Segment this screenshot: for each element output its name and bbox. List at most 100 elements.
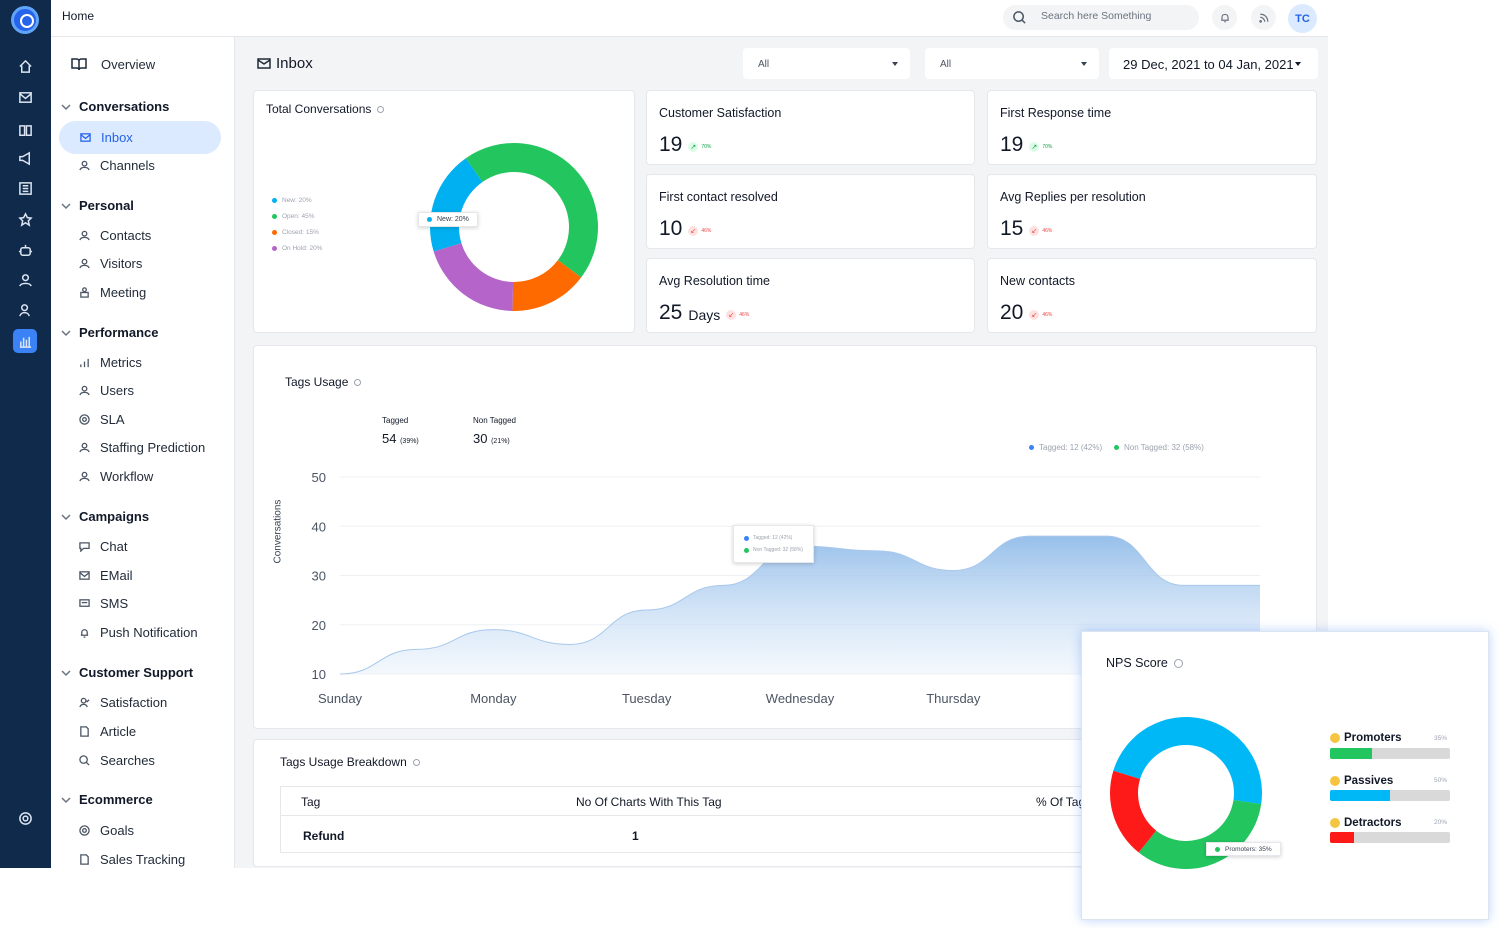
- sidebar-item-label: Searches: [100, 753, 155, 768]
- sidebar-item-label: EMail: [100, 568, 133, 583]
- team-icon[interactable]: [13, 268, 37, 292]
- sidebar-item-meeting[interactable]: Meeting: [79, 285, 146, 300]
- chevron-down-icon: [61, 513, 71, 520]
- book-icon[interactable]: [13, 118, 37, 142]
- sidebar-item-label: Goals: [100, 823, 134, 838]
- star-icon[interactable]: [13, 207, 37, 231]
- nav-group-personal[interactable]: Personal: [61, 198, 134, 213]
- donut-tooltip: New: 20%: [418, 212, 478, 227]
- settings-icon[interactable]: [13, 806, 37, 830]
- target-icon: [79, 825, 90, 836]
- home-icon[interactable]: [13, 54, 37, 78]
- donut-slice-open[interactable]: [465, 143, 598, 278]
- tooltip-dot: [744, 547, 749, 553]
- kpi-number: 19: [1000, 133, 1024, 156]
- checklist-icon[interactable]: [13, 176, 37, 200]
- nav-group-label: Personal: [79, 198, 134, 213]
- legend-item: New: 20%: [272, 197, 312, 204]
- kpi-number: 10: [659, 217, 683, 240]
- filter-select-1[interactable]: All: [743, 48, 910, 79]
- kpi-card: Avg Resolution time 25 Days ↙ 46%: [646, 258, 975, 333]
- nav-group-ecommerce[interactable]: Ecommerce: [61, 792, 153, 807]
- sidebar-item-chat[interactable]: Chat: [79, 539, 127, 554]
- sidebar-item-sms[interactable]: SMS: [79, 596, 128, 611]
- person-icon: [79, 471, 90, 482]
- non-tagged-stat: 30 (21%): [473, 431, 510, 446]
- face-icon: [1330, 818, 1340, 828]
- notifications-button[interactable]: [1212, 5, 1237, 30]
- sidebar-item-push-notification[interactable]: Push Notification: [79, 625, 198, 640]
- donut-slice-closed[interactable]: [512, 260, 582, 311]
- info-icon[interactable]: [377, 106, 385, 114]
- contacts-icon[interactable]: [13, 298, 37, 322]
- kpi-delta-text: 46%: [1042, 228, 1053, 234]
- sidebar-item-article[interactable]: Article: [79, 724, 136, 739]
- search-box[interactable]: [1003, 5, 1199, 30]
- nav-overview[interactable]: Overview: [71, 57, 155, 72]
- bot-icon[interactable]: [13, 238, 37, 262]
- column-header[interactable]: % Of Tag: [1036, 795, 1086, 809]
- arrow-up-icon: ↗: [688, 142, 699, 152]
- kpi-value: 10 ↙ 46%: [659, 217, 711, 241]
- column-header[interactable]: Tag: [301, 795, 321, 809]
- tooltip-dot: [744, 535, 749, 541]
- non-tagged-pct: (21%): [491, 438, 510, 445]
- legend-item: Non Tagged: 32 (58%): [1114, 443, 1204, 452]
- search-input[interactable]: [1041, 10, 1191, 22]
- bar-chart-icon: [80, 358, 89, 368]
- nav-group-performance[interactable]: Performance: [61, 325, 158, 340]
- donut-slice-on-hold[interactable]: [433, 243, 514, 311]
- sidebar-item-staffing-prediction[interactable]: Staffing Prediction: [79, 440, 205, 455]
- sidebar-item-inbox[interactable]: Inbox: [59, 121, 221, 154]
- column-header[interactable]: No Of Charts With This Tag: [576, 795, 722, 809]
- info-icon[interactable]: [354, 379, 362, 387]
- sidebar-item-label: SMS: [100, 596, 129, 611]
- donut-slice-new[interactable]: [430, 158, 483, 252]
- sidebar-item-users[interactable]: Users: [79, 383, 134, 398]
- kpi-card: First contact resolved 10 ↙ 46%: [646, 174, 975, 249]
- donut-slice-detractors[interactable]: [1110, 770, 1157, 853]
- card-title-text: NPS Score: [1106, 656, 1168, 670]
- sidebar-item-goals[interactable]: Goals: [79, 823, 134, 838]
- donut-slice-promoters[interactable]: [1138, 800, 1262, 869]
- sidebar-item-sales-tracking[interactable]: Sales Tracking: [79, 852, 185, 867]
- feed-button[interactable]: [1251, 5, 1276, 30]
- megaphone-icon[interactable]: [13, 146, 37, 170]
- sidebar-item-sla[interactable]: SLA: [79, 412, 125, 427]
- kpi-delta-text: 46%: [701, 228, 712, 234]
- nav-group-conversations[interactable]: Conversations: [61, 99, 169, 114]
- y-axis-label: Conversations: [272, 499, 284, 564]
- filter-select-value: All: [758, 59, 770, 70]
- breadcrumb[interactable]: Home: [62, 9, 95, 23]
- sidebar-item-metrics[interactable]: Metrics: [79, 355, 142, 370]
- tooltip-dot: [427, 217, 432, 222]
- mail-icon[interactable]: [13, 85, 37, 109]
- nps-row-passives: Passives: [1330, 775, 1393, 787]
- tooltip-text: Non Tagged: 32 (58%): [753, 547, 803, 553]
- user-avatar[interactable]: TC: [1288, 4, 1317, 33]
- sidebar-item-satisfaction[interactable]: Satisfaction: [79, 695, 167, 710]
- kpi-label: Customer Satisfaction: [659, 106, 782, 120]
- tooltip-text: New: 20%: [437, 216, 469, 223]
- chevron-down-icon: [61, 796, 71, 803]
- date-range-picker[interactable]: 29 Dec, 2021 to 04 Jan, 2021: [1109, 48, 1318, 79]
- nav-group-customer-support[interactable]: Customer Support: [61, 665, 193, 680]
- donut-slice-passives[interactable]: [1113, 717, 1262, 805]
- sidebar-item-workflow[interactable]: Workflow: [79, 469, 153, 484]
- analytics-icon[interactable]: [13, 329, 37, 353]
- help-icon[interactable]: [1173, 659, 1183, 669]
- sidebar-item-email[interactable]: EMail: [79, 568, 133, 583]
- breakdown-table: Tag No Of Charts With This Tag % Of Tag …: [280, 786, 1100, 853]
- kpi-number: 15: [1000, 217, 1024, 240]
- sidebar-item-label: Push Notification: [100, 625, 198, 640]
- sidebar-item-channels[interactable]: Channels: [79, 158, 155, 173]
- search-icon: [79, 755, 90, 766]
- filter-select-2[interactable]: All: [925, 48, 1099, 79]
- sidebar-item-contacts[interactable]: Contacts: [79, 228, 151, 243]
- sidebar-item-label: SLA: [100, 412, 125, 427]
- app-logo[interactable]: [11, 6, 39, 34]
- info-icon[interactable]: [412, 759, 420, 767]
- nav-group-campaigns[interactable]: Campaigns: [61, 509, 149, 524]
- sidebar-item-visitors[interactable]: Visitors: [79, 256, 142, 271]
- sidebar-item-searches[interactable]: Searches: [79, 753, 155, 768]
